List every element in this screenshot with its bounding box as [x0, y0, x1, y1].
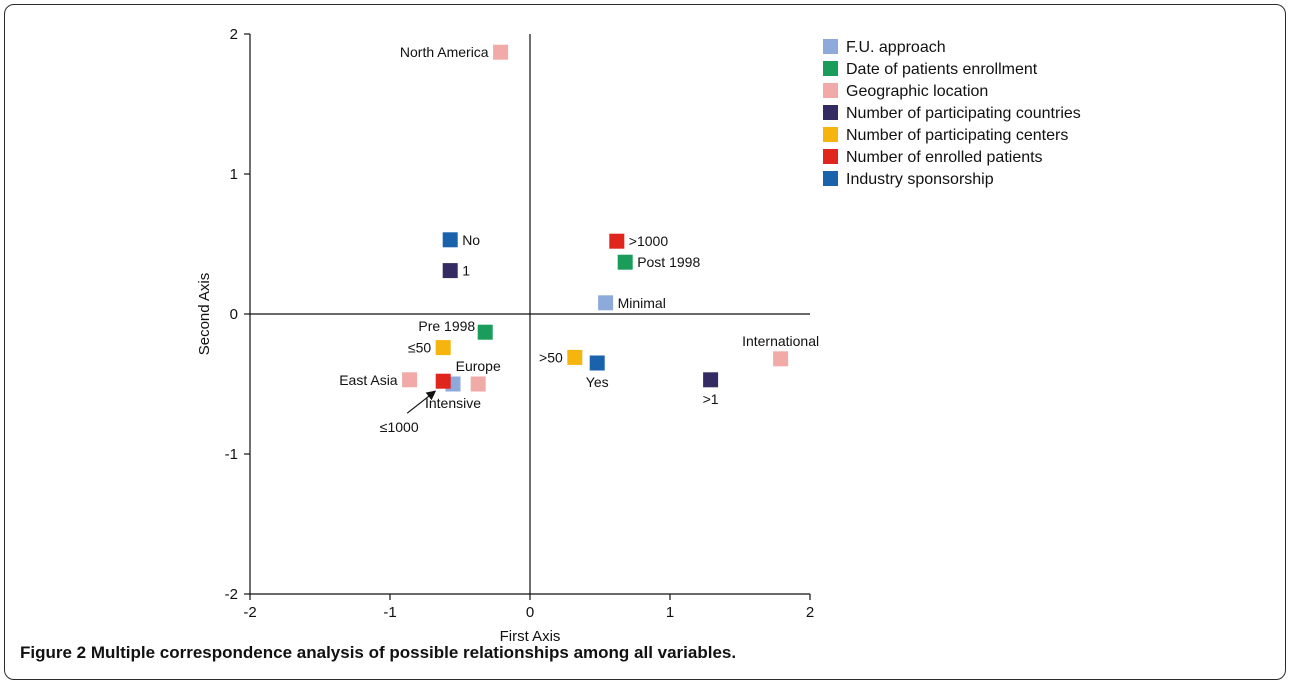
legend-swatch	[823, 171, 838, 186]
data-point-label: Europe	[456, 358, 501, 374]
data-point-marker	[703, 372, 719, 388]
legend-entry-label: Number of enrolled patients	[846, 149, 1043, 166]
legend-swatch	[823, 39, 838, 54]
data-point-marker	[598, 295, 614, 311]
legend-entry-label: Date of patients enrollment	[846, 61, 1038, 78]
point-label-arrow	[406, 390, 437, 414]
data-point-label: >1000	[629, 233, 669, 249]
data-point-marker	[470, 376, 486, 392]
data-point-label: North America	[400, 44, 489, 60]
data-point-label: 1	[462, 263, 470, 279]
data-point-label: No	[462, 232, 480, 248]
y-tick-label: 1	[230, 166, 238, 183]
data-point-label: Yes	[586, 374, 609, 390]
legend-entry-label: Number of participating centers	[846, 127, 1068, 144]
legend-swatch	[823, 105, 838, 120]
data-point-marker	[435, 340, 451, 356]
x-tick-label: 2	[806, 604, 814, 621]
data-point-label: ≤50	[408, 340, 431, 356]
legend-entry-label: Industry sponsorship	[846, 171, 994, 188]
data-point-marker	[442, 263, 458, 279]
y-tick-label: -1	[225, 446, 238, 463]
data-point-label: Minimal	[618, 295, 666, 311]
legend-swatch	[823, 83, 838, 98]
x-tick-label: -2	[243, 604, 256, 621]
data-point-label: Post 1998	[637, 254, 700, 270]
y-axis-title: Second Axis	[196, 273, 213, 356]
legend-swatch	[823, 127, 838, 142]
data-point-marker	[617, 254, 633, 270]
data-point-marker	[435, 373, 451, 389]
data-point-label: East Asia	[339, 372, 398, 388]
x-axis-title: First Axis	[500, 628, 561, 645]
data-point-label: Pre 1998	[418, 318, 475, 334]
legend-entry-label: F.U. approach	[846, 39, 946, 56]
x-tick-label: 0	[526, 604, 534, 621]
y-tick-label: -2	[225, 586, 238, 603]
legend-entry-label: Geographic location	[846, 83, 988, 100]
x-tick-label: -1	[383, 604, 396, 621]
figure-caption: Figure 2 Multiple correspondence analysi…	[20, 643, 736, 663]
data-point-marker	[609, 233, 625, 249]
y-tick-label: 0	[230, 306, 238, 323]
data-point-marker	[442, 232, 458, 248]
data-point-marker	[773, 351, 789, 367]
figure-caption-text: Figure 2 Multiple correspondence analysi…	[20, 643, 737, 662]
data-point-marker	[567, 349, 583, 365]
legend-swatch	[823, 149, 838, 164]
data-point-marker	[477, 324, 493, 340]
data-point-label: >1	[703, 391, 719, 407]
legend-entry-label: Number of participating countries	[846, 105, 1081, 122]
data-point-marker	[402, 372, 418, 388]
figure-frame	[4, 4, 1286, 680]
y-tick-label: 2	[230, 26, 238, 43]
data-point-marker	[493, 44, 509, 60]
data-point-label: International	[742, 333, 819, 349]
data-point-marker	[589, 355, 605, 371]
data-point-label: Intensive	[425, 395, 481, 411]
data-point-label: >50	[539, 349, 563, 365]
legend-swatch	[823, 61, 838, 76]
x-tick-label: 1	[666, 604, 674, 621]
data-point-label: ≤1000	[380, 419, 419, 435]
